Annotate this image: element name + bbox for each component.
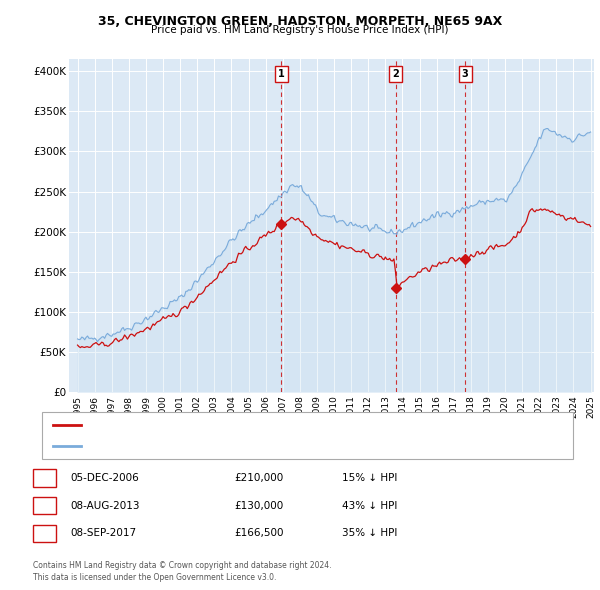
Text: £166,500: £166,500: [234, 529, 284, 538]
Text: 3: 3: [41, 529, 48, 538]
Text: This data is licensed under the Open Government Licence v3.0.: This data is licensed under the Open Gov…: [33, 572, 277, 582]
Text: Price paid vs. HM Land Registry's House Price Index (HPI): Price paid vs. HM Land Registry's House …: [151, 25, 449, 35]
Text: 35, CHEVINGTON GREEN, HADSTON, MORPETH, NE65 9AX (detached house): 35, CHEVINGTON GREEN, HADSTON, MORPETH, …: [88, 421, 419, 430]
Text: 2: 2: [392, 69, 399, 79]
Text: 08-AUG-2013: 08-AUG-2013: [71, 501, 140, 510]
Text: 1: 1: [41, 473, 48, 483]
Text: £210,000: £210,000: [234, 473, 283, 483]
Text: HPI: Average price, detached house, Northumberland: HPI: Average price, detached house, Nort…: [88, 441, 319, 450]
Text: 35% ↓ HPI: 35% ↓ HPI: [342, 529, 397, 538]
Text: 35, CHEVINGTON GREEN, HADSTON, MORPETH, NE65 9AX: 35, CHEVINGTON GREEN, HADSTON, MORPETH, …: [98, 15, 502, 28]
Text: 1: 1: [278, 69, 285, 79]
Text: 08-SEP-2017: 08-SEP-2017: [71, 529, 137, 538]
Text: £130,000: £130,000: [234, 501, 283, 510]
Text: 05-DEC-2006: 05-DEC-2006: [71, 473, 140, 483]
Text: Contains HM Land Registry data © Crown copyright and database right 2024.: Contains HM Land Registry data © Crown c…: [33, 560, 331, 570]
Text: 15% ↓ HPI: 15% ↓ HPI: [342, 473, 397, 483]
Text: 3: 3: [462, 69, 469, 79]
Text: 43% ↓ HPI: 43% ↓ HPI: [342, 501, 397, 510]
Text: 2: 2: [41, 501, 48, 510]
